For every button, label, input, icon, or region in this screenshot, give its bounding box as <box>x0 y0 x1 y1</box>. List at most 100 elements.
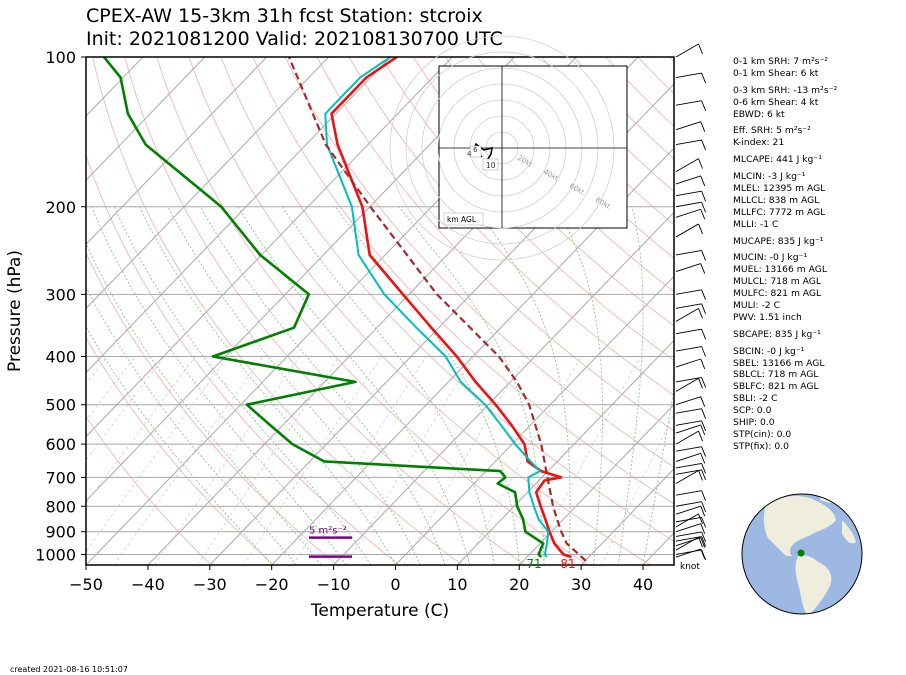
wind-barb-flag <box>700 523 706 534</box>
y-tick-label: 800 <box>45 497 76 516</box>
y-tick-label: 1000 <box>35 545 76 564</box>
x-tick-label: 20 <box>509 575 529 594</box>
wind-barb-flag <box>700 453 706 464</box>
surface-temperature-label: 81 <box>560 557 575 571</box>
moist-adiabat <box>398 206 545 565</box>
wind-barbs <box>675 43 707 561</box>
wind-barb-staff <box>675 531 702 537</box>
stat-line: SBEL: 13166 m AGL <box>733 357 825 369</box>
globe-land <box>763 495 856 614</box>
stat-line: MLCAPE: 441 J kg⁻¹ <box>733 154 822 166</box>
wind-barb-flag <box>701 501 707 512</box>
wind-barb-flag <box>698 158 703 169</box>
stat-line: 0-3 km SRH: -13 m²s⁻² <box>733 84 838 96</box>
x-tick-label: 40 <box>633 575 653 594</box>
wind-barb-flag <box>701 469 707 480</box>
dry-adiabat <box>894 57 906 565</box>
dry-adiabat <box>348 57 674 396</box>
x-tick-label: 30 <box>571 575 591 594</box>
wind-barb-flag <box>701 420 707 431</box>
y-tick-label: 400 <box>45 348 76 367</box>
chart-title-line1: CPEX-AW 15-3km 31h fcst Station: stcroix <box>86 5 483 27</box>
stat-line: 0-6 km Shear: 4 kt <box>733 96 819 108</box>
stat-line: MLLI: -1 C <box>733 218 779 230</box>
stat-line: SBCAPE: 835 J kg⁻¹ <box>733 328 821 340</box>
sounding-parameters: 0-1 km SRH: 7 m²s⁻² 0-1 km Shear: 6 kt 0-3… <box>733 56 837 453</box>
mixing-ratio-line <box>86 356 229 552</box>
wind-barb-staff <box>675 430 699 445</box>
isotherm <box>86 57 391 374</box>
moist-adiabat <box>139 206 396 565</box>
wind-barb-staff <box>675 376 702 383</box>
wind-barb-flag <box>701 303 707 314</box>
wind-barb-flag <box>698 43 703 55</box>
wind-barb-staff <box>675 452 701 462</box>
moist-adiabat <box>86 325 273 565</box>
location-globe <box>741 493 863 615</box>
mixing-ratio-line <box>530 356 641 565</box>
stat-line: MLCIN: -3 J kg⁻¹ <box>733 171 806 183</box>
wind-barb-staff <box>675 72 702 79</box>
wind-barb-flag <box>700 121 706 132</box>
wind-barb-staff <box>675 307 699 322</box>
wind-barb-flag <box>701 346 707 357</box>
wind-barb-staff <box>675 328 702 335</box>
dry-adiabat <box>86 251 337 565</box>
moist-adiabat <box>642 385 674 565</box>
mixing-ratio-line <box>464 356 582 565</box>
wind-barb-flag <box>701 517 707 528</box>
wind-barb-flag <box>701 377 707 388</box>
wind-barb-flag <box>701 531 707 543</box>
dry-adiabat <box>86 153 400 565</box>
isotherm <box>456 339 674 565</box>
isotherm <box>271 147 674 565</box>
moist-adiabat <box>474 206 571 565</box>
mixing-ratio-line <box>197 356 340 565</box>
wind-barb-flag <box>701 536 707 547</box>
wind-barb-staff <box>675 470 699 484</box>
hodograph-height-10: 10 <box>486 161 496 170</box>
wind-barb-flag <box>701 446 707 457</box>
chart-title-line2: Init: 2021081200 Valid: 202108130700 UTC <box>86 28 503 50</box>
y-tick-label: 300 <box>45 285 76 304</box>
dry-adiabat <box>188 57 651 565</box>
wind-barb-flag <box>698 378 703 389</box>
stat-line: STP(cin): 0.0 <box>733 428 792 440</box>
wind-barb-staff <box>675 396 701 406</box>
wind-barb-staff <box>675 263 701 273</box>
stat-line: K-index: 21 <box>733 137 785 149</box>
dry-adiabat <box>156 57 588 565</box>
wind-barb-flag <box>701 289 707 301</box>
wind-barb-flag <box>701 549 707 561</box>
isotherm <box>333 211 674 565</box>
stat-line: SBLFC: 821 m AGL <box>733 381 819 393</box>
wind-barb-staff <box>675 469 702 475</box>
wind-barb-flag <box>701 190 707 202</box>
wind-barb-flag <box>700 358 706 370</box>
dry-adiabat <box>316 57 674 432</box>
stat-line: MLEL: 12395 m AGL <box>733 183 826 195</box>
dry-adiabat <box>124 57 526 565</box>
srh-markers: 5 m²s⁻² <box>309 526 352 558</box>
wind-barb-staff <box>675 121 701 131</box>
wind-barb-staff <box>675 175 701 185</box>
stat-line: STP(fix): 0.0 <box>733 440 790 452</box>
isotherm <box>86 57 268 246</box>
stat-line: MUEL: 13166 m AGL <box>733 264 827 276</box>
wind-barb-flag <box>701 408 707 419</box>
wind-barb-flag <box>700 175 706 187</box>
x-tick-label: −10 <box>317 575 351 594</box>
wind-barb-staff <box>675 43 699 58</box>
wind-barb-staff <box>675 358 701 368</box>
moist-adiabat <box>282 206 495 565</box>
parcel-line <box>287 57 587 562</box>
hodograph-height-6: 6 <box>473 146 478 154</box>
wind-barb-staff <box>675 377 699 392</box>
wind-barb-staff <box>675 501 702 507</box>
moist-adiabat <box>113 206 372 565</box>
mixing-ratio-line <box>888 357 906 566</box>
wind-barb-flag <box>698 536 703 548</box>
dry-adiabat <box>412 57 674 327</box>
created-timestamp: created 2021-08-16 10:51:07 <box>10 665 128 674</box>
wind-barb-staff <box>675 190 702 197</box>
